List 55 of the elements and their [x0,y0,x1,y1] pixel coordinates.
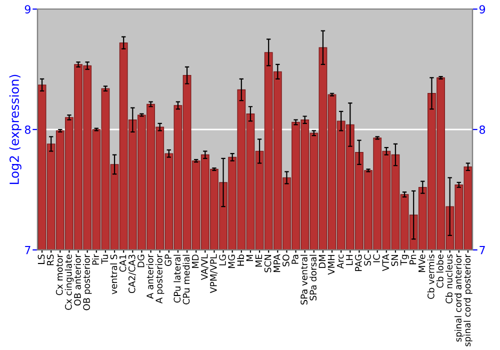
x-tick-label: CA2/CA3 [128,254,136,294]
x-tick-label: Pn [410,254,416,264]
y-tick-label: 8 [24,125,30,134]
x-tick-label: SCN [264,254,272,272]
y-tick-label: 7 [25,246,30,254]
x-tick-label: Pa [292,254,298,264]
x-tick-label: LG [219,254,226,266]
y-axis-title: Log2 (expression) [9,74,22,184]
x-tick-label: Cx cingulate [64,254,74,310]
x-tick-label: GP [164,254,172,266]
x-tick-label: spinal cord posterior [464,254,472,346]
x-tick-label: DM [318,254,326,268]
x-tick-label: RS [46,254,54,266]
x-tick-label: CPu medial [182,254,190,304]
x-tick-label: Tg [400,254,409,266]
x-tick-label: LH [346,254,353,265]
x-tick-label: Cx motor [56,254,63,296]
y-tick-label: 9 [24,5,30,14]
x-tick-label: MVe [418,254,426,272]
x-tick-label: DG [138,254,144,268]
x-tick-label: Arc [337,254,344,269]
x-tick-label: SO [282,254,290,266]
x-tick-label: M [246,254,253,261]
x-tick-label: Pir [92,254,99,265]
x-tick-label: CA1 [119,254,126,272]
y2-tick-label: 7 [480,246,485,254]
x-tick-label: Hb [237,254,244,266]
x-tick-label: VMH [328,254,335,275]
x-tick-label: VA/VL [201,254,208,280]
x-tick-label: MPA [274,254,280,272]
x-tick-label: spinal cord anterior [454,254,464,342]
x-tick-label: OB posterior [82,254,92,310]
x-tick-label: IC [373,254,380,262]
x-tick-label: A posterior [155,254,164,304]
x-tick-label: Cb lobe [436,254,444,288]
x-tick-label: Cb vermis [427,254,434,299]
x-tick-label: SN [391,254,398,266]
y2-tick-label: 8 [480,125,486,134]
x-tick-label: VTA [382,254,389,272]
x-tick-label: Cb nucleus [445,254,452,304]
x-tick-label: ventral S [110,254,118,294]
y2-tick-label: 9 [479,5,486,14]
x-tick-label: OB anterior [74,254,81,306]
x-tick-label: MG [228,254,235,268]
x-tick-label: CPu lateral [174,254,181,303]
x-tick-label: SPa ventral [300,254,308,305]
x-tick-label: LS [38,254,45,264]
x-tick-label: ME [255,254,262,267]
x-tick-label: VPM/VPL [210,254,218,294]
x-tick-label: PAG [355,254,362,272]
x-tick-label: SPa dorsal [310,254,317,300]
x-tick-label: Tu [101,254,108,264]
x-tick-label: MD [192,254,199,268]
x-tick-label: A anterior [146,254,154,299]
x-tick-label: SC [364,254,371,266]
